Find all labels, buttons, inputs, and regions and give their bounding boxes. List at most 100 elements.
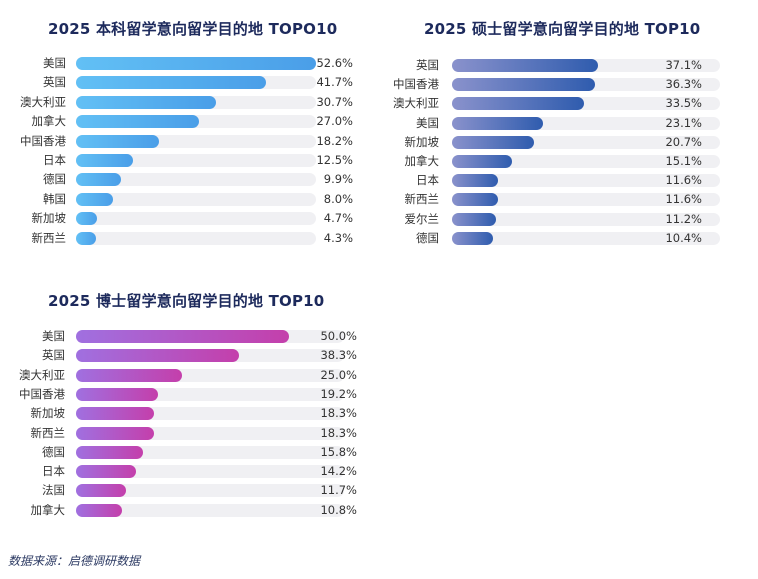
category-label: 爱尔兰: [404, 211, 440, 226]
undergrad-bar-row: 中国香港 18.2%: [0, 132, 370, 151]
bar-track: [76, 173, 316, 187]
master-chart: 2025 硕士留学意向留学目的地 TOP10 英国 37.1% 中国香港 36.3% 澳…: [380, 18, 758, 258]
category-label: 加拿大: [30, 502, 66, 517]
data-source-note: 数据来源：启德调研数据: [8, 554, 141, 568]
phd-bar-row: 日本 14.2%: [0, 462, 370, 481]
category-label: 美国: [416, 115, 439, 130]
bar: [76, 445, 144, 459]
phd-chart: 2025 博士留学意向留学目的地 TOP10 美国 50.0% 英国 38.3% 澳大利…: [0, 290, 370, 530]
master-bar-row: 日本 11.6%: [380, 171, 758, 190]
category-label: 新西兰: [404, 192, 440, 207]
master-bar-row: 新西兰 11.6%: [380, 190, 758, 209]
bar: [76, 349, 239, 363]
bar-track: [452, 78, 720, 92]
value-label: 41.7%: [316, 75, 353, 90]
bar-track: [452, 135, 720, 149]
undergrad-bar-row: 韩国 8.0%: [0, 190, 370, 209]
bar: [76, 368, 183, 382]
phd-bar-row: 新加坡 18.3%: [0, 404, 370, 423]
value-label: 50.0%: [320, 329, 357, 343]
category-label: 新加坡: [30, 406, 66, 421]
phd-bar-row: 中国香港 19.2%: [0, 385, 370, 404]
category-label: 新西兰: [31, 230, 67, 245]
value-label: 25.0%: [320, 367, 357, 382]
category-label: 德国: [43, 172, 66, 187]
value-label: 18.3%: [320, 406, 357, 421]
category-label: 新西兰: [30, 425, 66, 440]
category-label: 日本: [42, 464, 65, 479]
bar-track: [452, 155, 720, 168]
category-label: 中国香港: [393, 77, 439, 92]
bar-track: [76, 231, 316, 245]
master-bar-row: 中国香港 36.3%: [380, 75, 758, 94]
category-label: 中国香港: [19, 386, 65, 401]
phd-bar-row: 澳大利亚 25.0%: [0, 366, 370, 385]
bar-track: [76, 57, 316, 70]
bar-track: [76, 426, 344, 440]
bar: [76, 407, 154, 421]
bar-track: [76, 407, 344, 421]
bar: [76, 212, 98, 226]
value-label: 14.2%: [320, 464, 357, 479]
bar-track: [76, 484, 344, 498]
bar: [452, 97, 585, 111]
category-label: 新加坡: [404, 134, 440, 149]
phd-bar-row: 法国 11.7%: [0, 481, 370, 500]
value-label: 27.0%: [316, 114, 353, 129]
value-label: 9.9%: [323, 172, 353, 187]
bar: [76, 465, 137, 479]
bar-track: [76, 95, 316, 109]
category-label: 澳大利亚: [20, 94, 66, 109]
category-label: 加拿大: [404, 154, 440, 168]
value-label: 37.1%: [665, 58, 702, 72]
value-label: 38.3%: [320, 348, 357, 363]
undergrad-bar-row: 日本 12.5%: [0, 151, 370, 170]
value-label: 33.5%: [665, 96, 702, 111]
master-bar-row: 新加坡 20.7%: [380, 133, 758, 152]
bar: [76, 134, 160, 148]
bar: [76, 173, 122, 187]
bar-track: [452, 231, 720, 245]
master-bar-row: 德国 10.4%: [380, 229, 758, 248]
bar-track: [452, 212, 720, 226]
bar: [452, 231, 493, 245]
category-label: 英国: [42, 348, 65, 363]
bar-track: [452, 193, 720, 207]
value-label: 30.7%: [316, 94, 353, 109]
undergrad-bar-row: 加拿大 27.0%: [0, 112, 370, 131]
bar: [452, 174, 498, 188]
category-label: 日本: [43, 153, 66, 167]
undergrad-bar-row: 新西兰 4.3%: [0, 229, 370, 248]
category-label: 新加坡: [31, 211, 67, 226]
value-label: 11.2%: [665, 211, 702, 226]
value-label: 4.3%: [323, 230, 353, 245]
bar-track: [452, 59, 720, 72]
phd-bar-row: 德国 15.8%: [0, 443, 370, 462]
value-label: 15.1%: [665, 154, 702, 168]
master-chart-title: 2025 硕士留学意向留学目的地 TOP10: [424, 20, 701, 38]
bar-track: [76, 465, 344, 479]
bar: [76, 115, 200, 129]
master-bar-row: 加拿大 15.1%: [380, 152, 758, 171]
bar: [76, 503, 122, 517]
bar-track: [76, 387, 344, 401]
undergrad-bar-row: 德国 9.9%: [0, 170, 370, 189]
value-label: 11.6%: [665, 173, 702, 188]
category-label: 英国: [43, 75, 66, 90]
master-bar-row: 澳大利亚 33.5%: [380, 94, 758, 113]
value-label: 52.6%: [316, 56, 353, 70]
value-label: 18.3%: [320, 425, 357, 440]
value-label: 11.6%: [665, 192, 702, 207]
bar-track: [76, 134, 316, 148]
bar: [76, 192, 113, 206]
bar: [452, 59, 599, 72]
phd-chart-title: 2025 博士留学意向留学目的地 TOP10: [48, 292, 325, 310]
bar: [76, 484, 126, 498]
bar: [76, 426, 154, 440]
bar-track: [76, 154, 316, 167]
bar-track: [452, 174, 720, 188]
bar-track: [452, 97, 720, 111]
bar: [76, 387, 158, 401]
phd-bar-row: 英国 38.3%: [0, 346, 370, 365]
value-label: 18.2%: [316, 133, 353, 148]
